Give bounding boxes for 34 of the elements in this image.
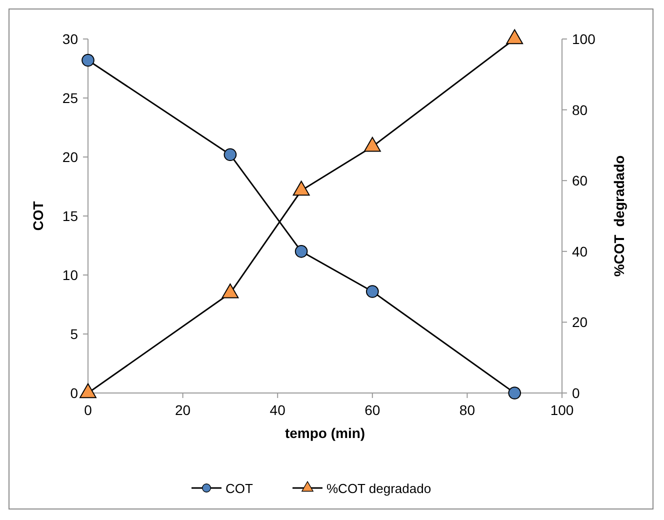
y2-tick-label: 60 xyxy=(572,172,588,189)
y2-tick-label: 40 xyxy=(572,243,588,260)
legend-label: COT xyxy=(226,481,253,496)
y-tick-label: 5 xyxy=(70,326,78,342)
x-tick-label: 20 xyxy=(175,402,191,418)
x-tick-label: 0 xyxy=(84,402,92,418)
point xyxy=(366,285,379,298)
y-tick-label: 15 xyxy=(62,208,78,224)
point xyxy=(364,136,381,152)
y-tick-label: 20 xyxy=(62,149,78,165)
x-tick-label: 80 xyxy=(459,402,476,418)
y2-tick-label: 20 xyxy=(572,314,588,330)
point xyxy=(80,383,96,398)
point xyxy=(224,148,237,162)
x-tick-label: 40 xyxy=(270,402,286,418)
point xyxy=(508,386,522,400)
x-tick-label: 60 xyxy=(364,402,380,418)
y2-tick-label: 80 xyxy=(572,102,588,118)
y-tick-label: 10 xyxy=(62,267,78,283)
y-tick-label: 0 xyxy=(70,385,78,401)
x-tick-label: 100 xyxy=(550,402,574,418)
y2-tick-label: 0 xyxy=(572,385,580,401)
y-tick-label: 25 xyxy=(62,90,78,106)
legend-label: %COT degradado xyxy=(326,481,432,496)
y-axis-title: COT xyxy=(30,200,46,231)
x-axis-title: tempo (min) xyxy=(284,425,366,441)
y2-axis-title: %COT degradado xyxy=(611,155,627,277)
point xyxy=(82,54,94,67)
point xyxy=(506,29,524,44)
y2-tick-label: 100 xyxy=(572,31,596,47)
point xyxy=(294,244,308,258)
point xyxy=(222,283,239,298)
y-tick-label: 30 xyxy=(62,31,78,47)
point xyxy=(292,180,310,196)
